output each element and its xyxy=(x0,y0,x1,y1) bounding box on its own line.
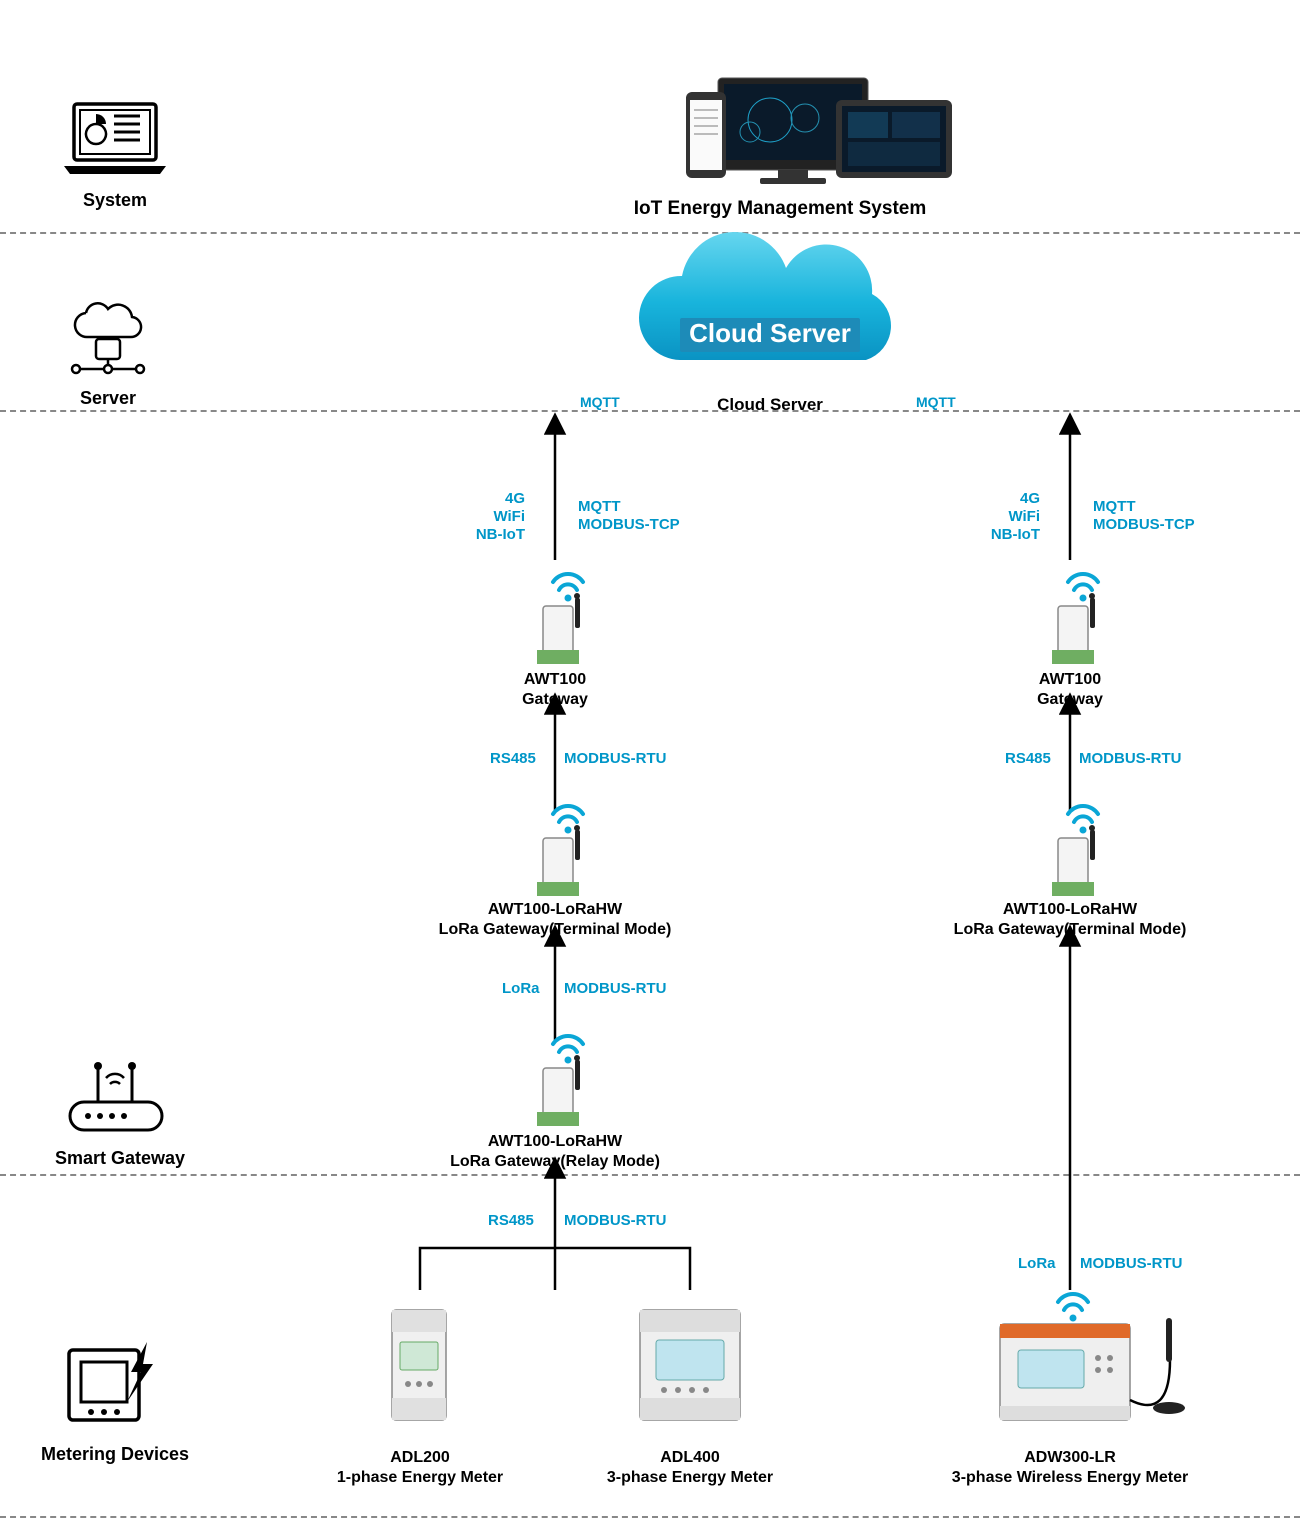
awt100-gateway-left-icon xyxy=(515,558,605,668)
cloud-caption: Cloud Server xyxy=(690,394,850,415)
server-icon xyxy=(58,295,158,385)
adl200-icon xyxy=(380,1300,460,1440)
awt100-relay-label: AWT100-LoRaHWLoRa Gateway(Relay Mode) xyxy=(420,1132,690,1172)
proto-gw-l-left: 4GWiFiNB-IoT xyxy=(465,490,525,544)
laptop-icon xyxy=(60,100,170,180)
awt100-gateway-right-label: AWT100Gateway xyxy=(970,670,1170,710)
awt100-gateway-left-label: AWT100Gateway xyxy=(455,670,655,710)
proto-adw-left: LoRa xyxy=(1018,1255,1056,1273)
awt100-relay-icon xyxy=(515,1020,605,1130)
awt100-term-left-icon xyxy=(515,790,605,900)
adw300-icon xyxy=(980,1280,1200,1440)
adl400-label: ADL4003-phase Energy Meter xyxy=(590,1448,790,1488)
adl200-label: ADL2001-phase Energy Meter xyxy=(320,1448,520,1488)
cloud-text: Cloud Server xyxy=(689,318,851,348)
proto-term-l-right: MODBUS-RTU xyxy=(564,750,667,768)
proto-gw-r-left: 4GWiFiNB-IoT xyxy=(980,490,1040,544)
awt100-term-right-icon xyxy=(1030,790,1120,900)
proto-meters-left: RS485 xyxy=(488,1212,534,1230)
divider-4 xyxy=(0,1516,1300,1518)
adl400-icon xyxy=(630,1300,750,1440)
router-icon xyxy=(50,1050,180,1150)
smart-gateway-label: Smart Gateway xyxy=(40,1148,200,1169)
mqtt-left: MQTT xyxy=(580,394,620,411)
system-label: System xyxy=(60,190,170,211)
proto-term-r-right: MODBUS-RTU xyxy=(1079,750,1182,768)
cloud-icon: Cloud Server xyxy=(610,250,930,400)
proto-relay-left: LoRa xyxy=(502,980,540,998)
proto-relay-right: MODBUS-RTU xyxy=(564,980,667,998)
mqtt-right: MQTT xyxy=(916,394,956,411)
iot-title: IoT Energy Management System xyxy=(600,198,960,220)
meter-icon xyxy=(55,1330,175,1440)
awt100-term-right-label: AWT100-LoRaHWLoRa Gateway(Terminal Mode) xyxy=(925,900,1215,940)
divider-1 xyxy=(0,232,1300,234)
proto-meters-right: MODBUS-RTU xyxy=(564,1212,667,1230)
awt100-term-left-label: AWT100-LoRaHWLoRa Gateway(Terminal Mode) xyxy=(410,900,700,940)
divider-3 xyxy=(0,1174,1300,1176)
branch-l xyxy=(420,1248,690,1290)
proto-adw-right: MODBUS-RTU xyxy=(1080,1255,1183,1273)
awt100-gateway-right-icon xyxy=(1030,558,1120,668)
proto-gw-r-right: MQTTMODBUS-TCP xyxy=(1093,498,1195,534)
server-label: Server xyxy=(58,388,158,409)
metering-label: Metering Devices xyxy=(20,1444,210,1465)
proto-gw-l-right: MQTTMODBUS-TCP xyxy=(578,498,680,534)
adw300-label: ADW300-LR3-phase Wireless Energy Meter xyxy=(930,1448,1210,1488)
divider-2 xyxy=(0,410,1300,412)
proto-term-l-left: RS485 xyxy=(490,750,536,768)
iot-devices-icon xyxy=(600,70,960,190)
proto-term-r-left: RS485 xyxy=(1005,750,1051,768)
